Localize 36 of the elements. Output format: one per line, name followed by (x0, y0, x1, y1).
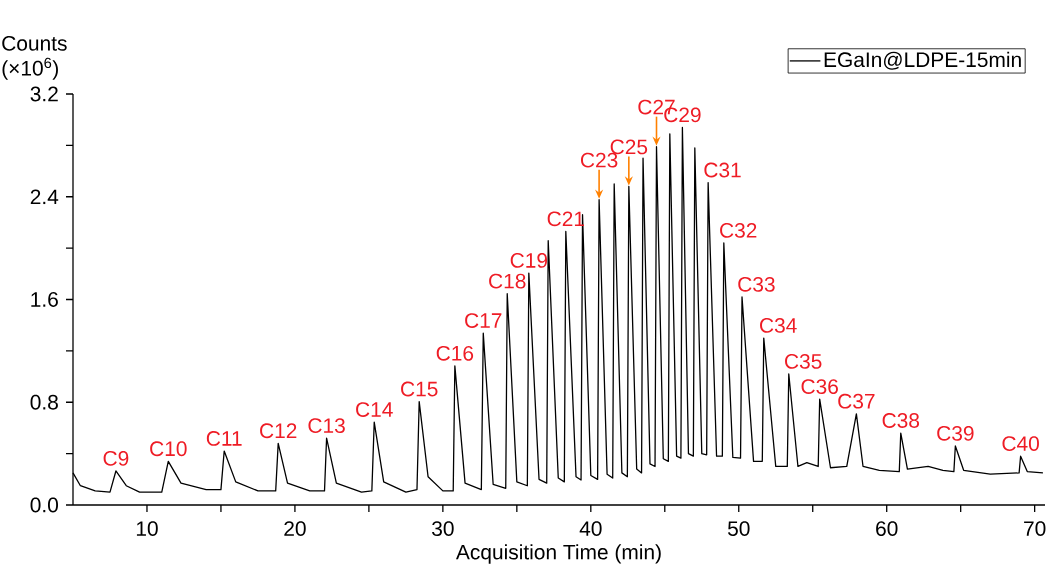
annotation: C14 (356, 402, 393, 417)
x-tick-label: 20 (284, 521, 306, 536)
y-tick-label: 3.2 (30, 86, 58, 102)
x-axis-title: Acquisition Time (min) (455, 544, 661, 564)
y-axis-title: Counts (×10$^{6}$) (2, 35, 67, 80)
x-tick-label: 60 (876, 521, 898, 536)
annotation: C13 (308, 418, 345, 434)
annotation: C40 (1002, 436, 1039, 451)
annotation: C10 (150, 441, 187, 457)
annotation: C39 (937, 425, 974, 441)
legend-label: EGaIn@LDPE-15min (824, 51, 1021, 70)
y-tick-label: 0.0 (30, 497, 58, 513)
annotation: C11 (206, 431, 242, 446)
annotation: C18 (489, 273, 526, 289)
x-tick-label: 70 (1024, 521, 1046, 536)
annotation: C38 (882, 413, 920, 428)
annotation: C36 (801, 379, 838, 394)
y-tick-label: 2.4 (30, 189, 59, 205)
y-tick-label: 0.8 (30, 394, 58, 410)
annotation: C15 (401, 381, 438, 397)
annotation: C32 (720, 222, 757, 238)
x-tick-label: 10 (136, 521, 158, 536)
annotation: C17 (465, 313, 502, 328)
annotation: C12 (260, 423, 297, 439)
annotation: C37 (838, 393, 875, 409)
annotation: C16 (436, 345, 474, 361)
annotation: C34 (760, 318, 797, 333)
annotation: C31 (704, 162, 741, 178)
x-tick-label: 30 (432, 521, 454, 536)
annotation: C35 (785, 353, 822, 369)
x-tick-label: 40 (579, 521, 602, 536)
annotation: C9 (103, 450, 129, 466)
annotation: C19 (510, 253, 548, 268)
x-tick-label: 50 (727, 521, 750, 536)
y-tick-label: 1.6 (31, 292, 58, 307)
annotation: C33 (738, 276, 775, 292)
